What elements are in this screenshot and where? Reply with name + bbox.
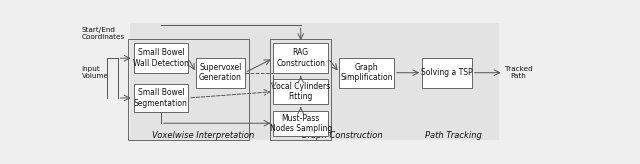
Bar bbox=[127, 39, 248, 140]
FancyBboxPatch shape bbox=[339, 58, 394, 88]
FancyBboxPatch shape bbox=[273, 43, 328, 73]
Text: Must-Pass
Nodes Sampling: Must-Pass Nodes Sampling bbox=[269, 113, 332, 133]
Text: Path Tracking: Path Tracking bbox=[424, 131, 481, 140]
FancyBboxPatch shape bbox=[134, 84, 188, 112]
Bar bbox=[408, 23, 499, 140]
FancyBboxPatch shape bbox=[134, 43, 188, 73]
Text: Graph
Simplification: Graph Simplification bbox=[340, 63, 393, 82]
Bar bbox=[276, 23, 408, 140]
Text: Tracked
Path: Tracked Path bbox=[504, 66, 532, 79]
FancyBboxPatch shape bbox=[273, 111, 328, 136]
Text: Small Bowel
Segmentation: Small Bowel Segmentation bbox=[134, 88, 188, 108]
Text: Small Bowel
Wall Detection: Small Bowel Wall Detection bbox=[133, 49, 189, 68]
FancyBboxPatch shape bbox=[422, 58, 472, 88]
Text: Graph Construction: Graph Construction bbox=[301, 131, 382, 140]
Bar bbox=[271, 39, 331, 140]
Text: Input
Volume: Input Volume bbox=[81, 66, 109, 79]
Text: RAG
Construction: RAG Construction bbox=[276, 49, 325, 68]
Bar bbox=[129, 23, 276, 140]
Text: Local Cylinders
Fitting: Local Cylinders Fitting bbox=[271, 82, 330, 101]
Text: Solving a TSP: Solving a TSP bbox=[421, 68, 473, 77]
Text: Start/End
Coordinates: Start/End Coordinates bbox=[81, 27, 125, 40]
FancyBboxPatch shape bbox=[273, 79, 328, 104]
FancyBboxPatch shape bbox=[196, 58, 244, 88]
Text: Supervoxel
Generation: Supervoxel Generation bbox=[199, 63, 242, 82]
Text: Voxelwise Interpretation: Voxelwise Interpretation bbox=[152, 131, 254, 140]
